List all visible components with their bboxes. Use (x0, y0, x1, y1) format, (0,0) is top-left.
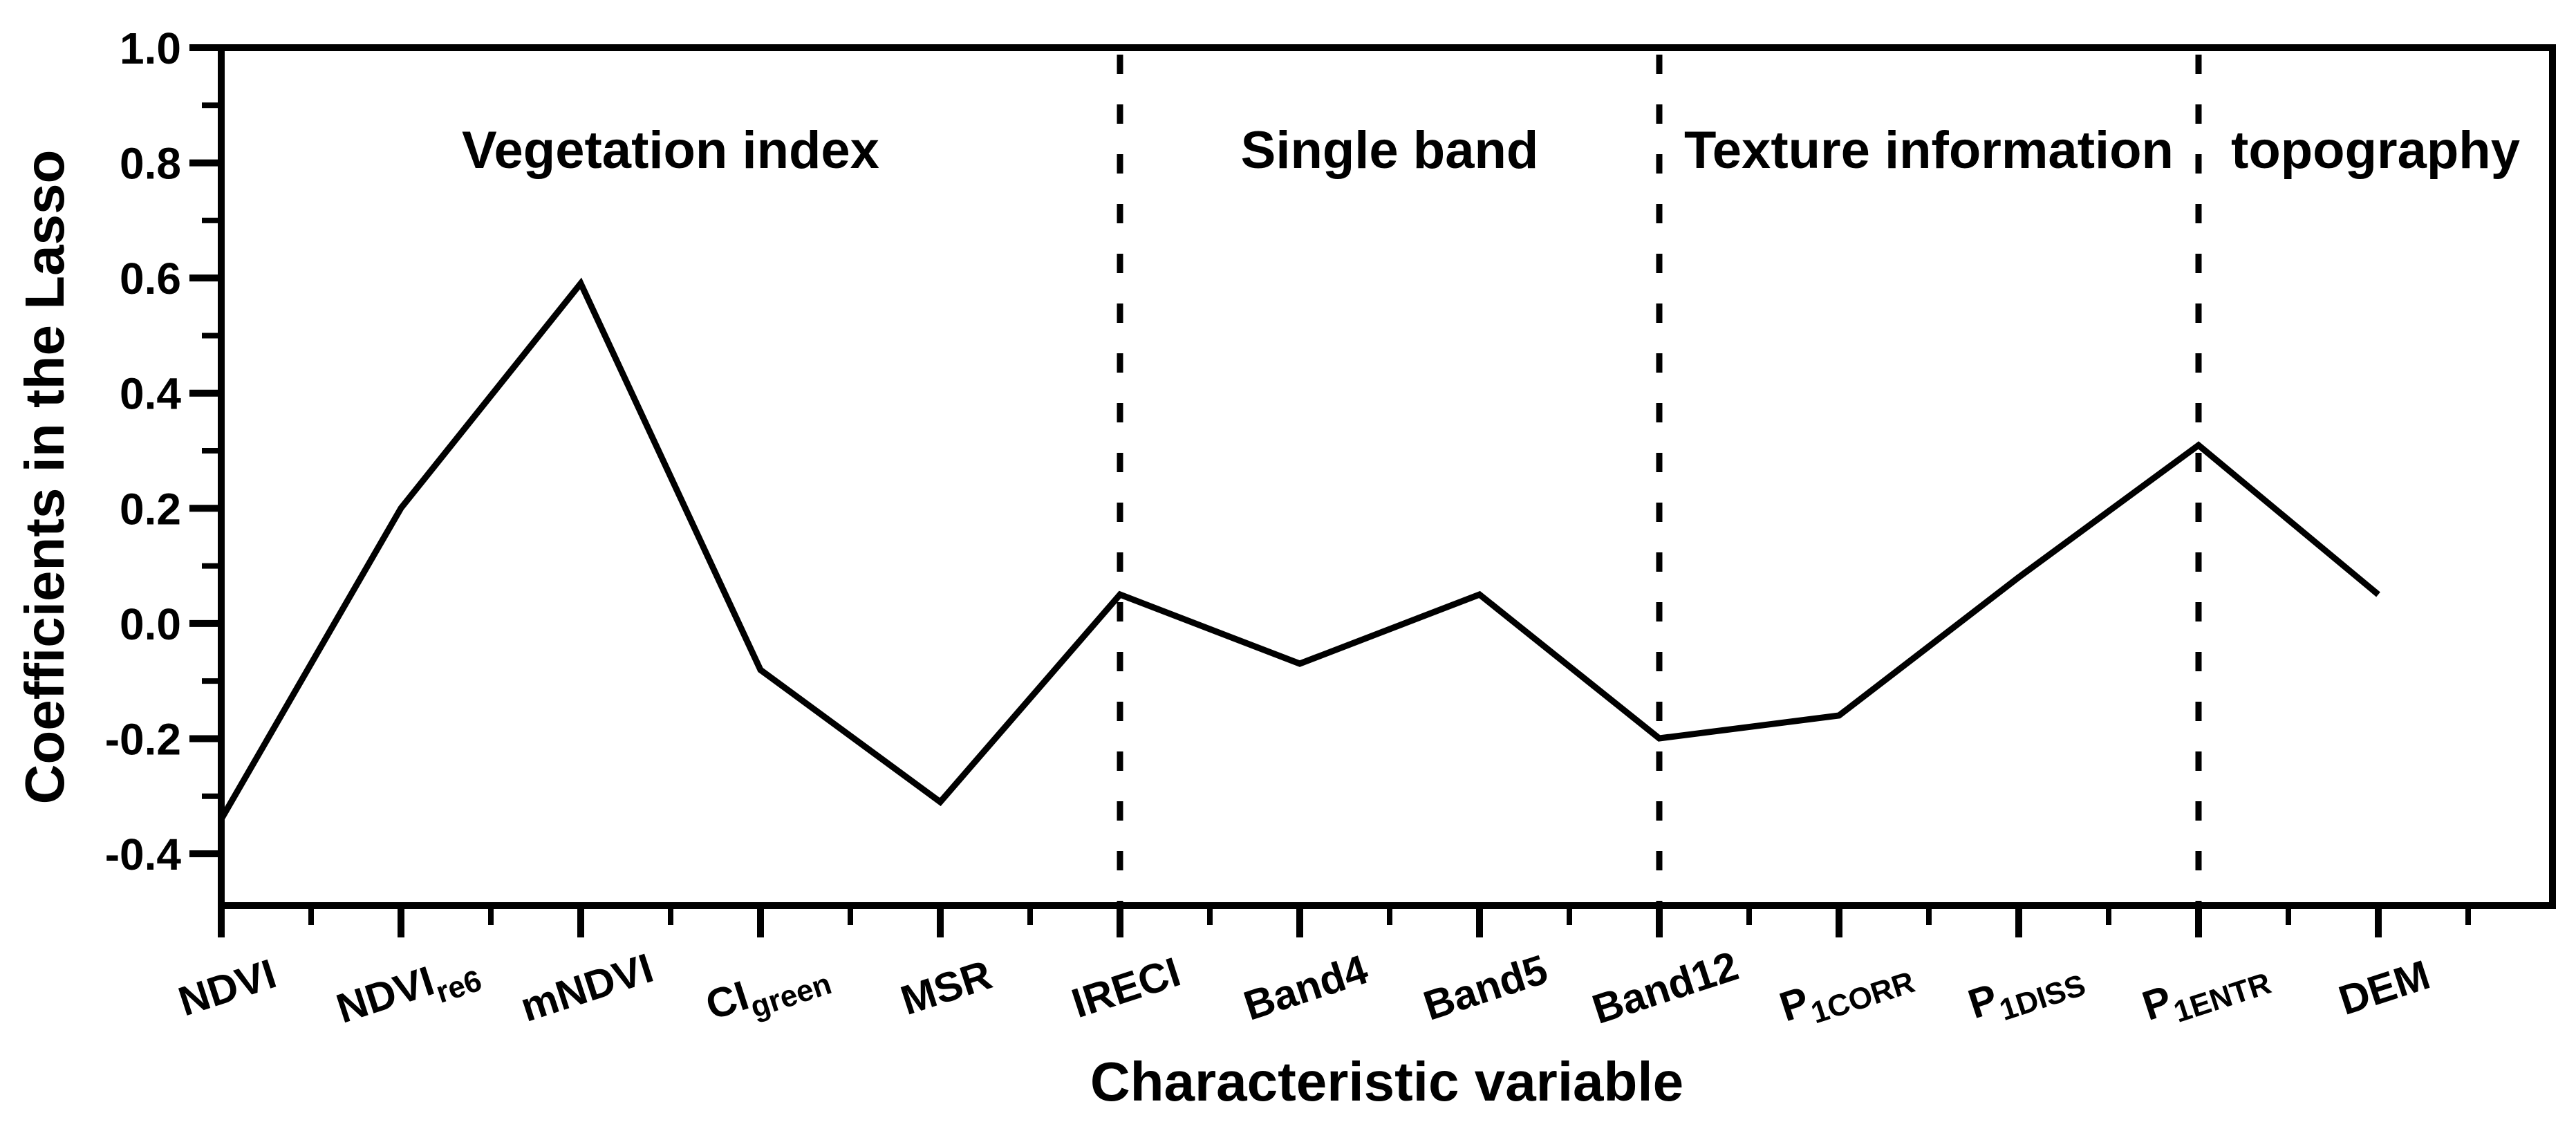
x-tick-label: mNDVI (515, 944, 659, 1031)
y-tick-label: -0.4 (105, 830, 182, 879)
section-divider-group (1117, 55, 2202, 903)
section-label: Vegetation index (462, 121, 879, 180)
x-tick-label: NDVI (173, 950, 281, 1025)
y-tick-label: 0.2 (120, 484, 181, 534)
y-tick-label: 0.6 (120, 254, 181, 303)
x-tick-label: Band4 (1238, 946, 1374, 1029)
x-tick-label: IRECI (1066, 948, 1186, 1027)
x-tick-label: P1ENTR (2137, 946, 2275, 1038)
x-tick-label: DEM (2333, 951, 2436, 1024)
y-tick-label: -0.2 (105, 714, 181, 764)
x-axis-ticks-group (218, 906, 2471, 937)
y-axis-ticks-group (189, 44, 221, 858)
section-label: Single band (1241, 121, 1539, 180)
y-tick-label: 0.0 (120, 599, 181, 649)
lasso-coefficients-polyline (218, 277, 2380, 821)
y-tick-label: 0.8 (120, 139, 181, 189)
x-tick-label: CIgreen (700, 946, 836, 1038)
x-tick-label: MSR (895, 951, 998, 1024)
y-axis-tick-labels-group: 1.0 0.8 0.6 0.4 0.2 0.0 -0.2 -0.4 (105, 24, 182, 879)
x-axis-tick-labels-group: NDVI NDVIre6 mNDVI CIgreen MSR IRECI Band4 Band… (173, 942, 2436, 1040)
y-axis-title: Coefficients in the Lasso (14, 150, 75, 805)
x-tick-label: P1DISS (1963, 948, 2090, 1036)
section-labels-group: Vegetation index Single band Texture infor… (462, 121, 2520, 180)
x-tick-label: NDVIre6 (331, 943, 486, 1040)
x-tick-label: P1CORR (1774, 945, 1919, 1039)
x-tick-label: Band12 (1587, 942, 1744, 1033)
y-tick-label: 0.4 (120, 369, 181, 419)
section-label: topography (2231, 121, 2520, 180)
data-series-group (218, 277, 2380, 821)
section-label: Texture information (1684, 121, 2174, 180)
x-axis-title: Characteristic variable (1090, 1051, 1683, 1112)
y-tick-label: 1.0 (120, 24, 181, 73)
x-tick-label: Band5 (1418, 946, 1553, 1029)
